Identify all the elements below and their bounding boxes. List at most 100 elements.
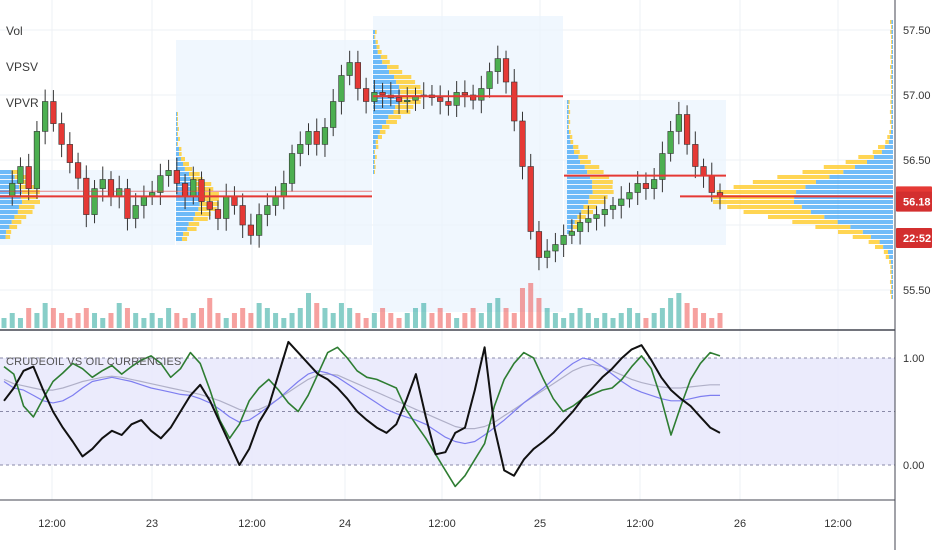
profile-bar — [891, 35, 892, 39]
profile-bar — [179, 152, 182, 156]
profile-bar — [196, 187, 214, 191]
profile-bar — [891, 95, 893, 99]
candle-body — [264, 205, 271, 215]
profile-bar — [373, 130, 380, 134]
volume-bar — [569, 313, 575, 328]
candle-body — [634, 183, 641, 193]
volume-bar — [314, 303, 320, 328]
candle-body — [535, 231, 543, 258]
profile-bar — [793, 200, 893, 204]
profile-bar — [891, 50, 892, 54]
profile-bar — [592, 185, 613, 189]
profile-bar — [891, 25, 892, 29]
profile-bar — [887, 250, 893, 254]
profile-bar — [177, 112, 178, 116]
profile-bar — [176, 162, 184, 166]
profile-bar — [374, 35, 376, 39]
profile-bar — [373, 50, 378, 54]
profile-bar — [891, 60, 892, 64]
profile-bar — [810, 210, 893, 214]
candle-body — [280, 183, 287, 197]
candle-body — [593, 214, 600, 219]
volume-bar — [59, 313, 65, 328]
profile-bar — [574, 220, 582, 224]
profile-bar — [752, 180, 816, 184]
volume-bar — [437, 308, 443, 328]
profile-bar — [881, 150, 893, 154]
indicator-vol-label[interactable]: Vol — [6, 24, 23, 38]
profile-bar — [373, 90, 401, 94]
profile-bar — [374, 170, 375, 174]
profile-bar — [767, 215, 825, 219]
candle-body — [478, 88, 485, 101]
time-tick-label: 25 — [534, 518, 546, 530]
candle-body — [223, 196, 230, 219]
candle-body — [700, 166, 707, 176]
volume-bar — [133, 313, 139, 328]
profile-bar — [569, 135, 573, 139]
volume-bar — [149, 313, 155, 328]
profile-bar — [567, 150, 575, 154]
candle-body — [519, 120, 526, 167]
indicator-vpvr-label[interactable]: VPVR — [6, 96, 39, 110]
profile-bar — [399, 85, 421, 89]
time-tick-label: 12:00 — [238, 518, 266, 530]
profile-bar — [891, 270, 893, 274]
volume-bar — [668, 298, 674, 328]
profile-bar — [567, 180, 593, 184]
candle-body — [544, 250, 551, 258]
candle-body — [116, 188, 123, 197]
profile-bar — [862, 230, 893, 234]
volume-bar — [256, 303, 262, 328]
time-tick-label: 26 — [734, 518, 746, 530]
profile-bar — [176, 117, 178, 121]
volume-bar — [421, 303, 427, 328]
profile-bar — [176, 142, 178, 146]
candle-body — [66, 144, 73, 163]
time-axis[interactable]: 12:00 23 12:00 24 12:00 25 12:00 26 12:00 — [38, 518, 852, 530]
candle-body — [502, 58, 510, 83]
profile-bar — [0, 225, 10, 229]
profile-bar — [0, 235, 6, 239]
volume-bar — [330, 313, 336, 328]
candle-body — [667, 131, 674, 154]
volume-bar — [289, 313, 295, 328]
profile-bar — [567, 225, 573, 229]
profile-bar — [712, 200, 794, 204]
profile-bar — [891, 85, 893, 89]
profile-bar — [373, 115, 389, 119]
volume-bar — [626, 308, 632, 328]
candle-body — [313, 131, 320, 145]
candle-body — [272, 196, 279, 206]
profile-bar — [891, 80, 893, 84]
price-axis[interactable]: 57.50 57.00 56.50 55.50 1.00 0.00 — [903, 25, 931, 472]
indicator-vpsv-label[interactable]: VPSV — [6, 60, 39, 74]
candle-body — [338, 75, 345, 102]
profile-bar — [375, 30, 377, 34]
profile-bar — [373, 125, 383, 129]
profile-bar — [568, 100, 570, 104]
profile-bar — [567, 190, 593, 194]
volume-bar — [166, 308, 172, 328]
profile-bar — [578, 155, 588, 159]
profile-bar — [22, 200, 41, 204]
oscillator-title[interactable]: CRUDEOIL VS OIL CURRENCIES — [6, 356, 182, 368]
candle-body — [198, 179, 205, 202]
candle-body — [683, 114, 691, 145]
volume-bar — [429, 313, 435, 328]
volume-bar — [248, 313, 254, 328]
profile-bar — [0, 175, 15, 179]
profile-bar — [883, 250, 888, 254]
profile-bar — [850, 225, 893, 229]
candle-body — [552, 244, 559, 252]
profile-bar — [829, 175, 893, 179]
profile-bar — [587, 170, 604, 174]
profile-bar — [891, 105, 892, 109]
volume-bar — [190, 313, 196, 328]
profile-bar — [570, 140, 574, 144]
profile-bar — [891, 95, 892, 99]
volume-bar — [552, 313, 558, 328]
time-tick-label: 12:00 — [626, 518, 654, 530]
volume-bar — [306, 293, 312, 328]
profile-bar — [891, 55, 893, 59]
